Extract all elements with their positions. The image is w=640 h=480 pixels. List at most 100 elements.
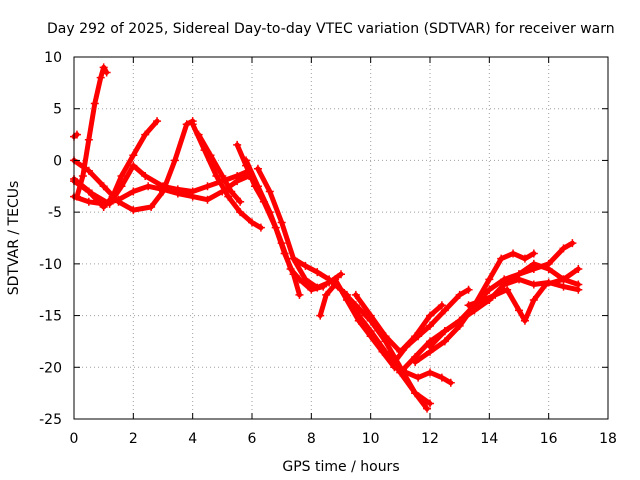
data-point bbox=[117, 171, 126, 180]
data-point bbox=[515, 275, 523, 284]
data-point bbox=[464, 301, 473, 310]
data-point bbox=[96, 73, 105, 82]
data-point bbox=[206, 151, 215, 160]
data-point bbox=[173, 189, 182, 198]
data-point bbox=[426, 368, 434, 377]
data-point bbox=[242, 156, 251, 165]
data-point bbox=[414, 332, 423, 341]
grid bbox=[74, 57, 608, 419]
data-point bbox=[559, 244, 568, 253]
data-point bbox=[289, 254, 298, 263]
data-point bbox=[301, 275, 310, 284]
data-point bbox=[188, 192, 197, 201]
data-point bbox=[479, 296, 488, 305]
data-point bbox=[529, 249, 538, 258]
data-point bbox=[381, 332, 390, 341]
data-point bbox=[236, 208, 245, 217]
data-point bbox=[464, 285, 473, 294]
data-point bbox=[265, 208, 274, 217]
data-point bbox=[99, 182, 108, 191]
data-point bbox=[307, 285, 316, 294]
data-point bbox=[366, 332, 375, 341]
data-point bbox=[423, 404, 432, 413]
data-point bbox=[426, 399, 434, 408]
y-tick-label: -5 bbox=[48, 205, 62, 221]
x-tick-label: 16 bbox=[540, 431, 558, 447]
data-point bbox=[102, 68, 111, 77]
data-point bbox=[144, 182, 153, 191]
data-point bbox=[520, 316, 529, 325]
x-tick-label: 14 bbox=[480, 431, 498, 447]
data-point bbox=[402, 342, 411, 351]
data-point bbox=[90, 99, 99, 108]
data-point bbox=[84, 166, 93, 175]
data-point bbox=[559, 282, 568, 291]
data-point bbox=[390, 358, 399, 367]
x-tick-label: 0 bbox=[70, 431, 79, 447]
y-axis-label: SDTVAR / TECUs bbox=[6, 181, 22, 296]
data-point bbox=[141, 130, 150, 139]
y-tick-label: 5 bbox=[53, 102, 62, 118]
data-point bbox=[411, 358, 420, 367]
data-point bbox=[426, 311, 434, 320]
data-point bbox=[437, 373, 446, 382]
data-point bbox=[256, 223, 265, 232]
y-tick-label: 0 bbox=[53, 153, 62, 169]
data-point bbox=[203, 195, 212, 204]
data-point bbox=[529, 259, 538, 268]
data-point bbox=[78, 171, 87, 180]
data-point bbox=[253, 164, 262, 173]
x-tick-label: 12 bbox=[421, 431, 439, 447]
series-track-11 bbox=[255, 166, 344, 291]
data-point bbox=[99, 63, 108, 72]
data-point bbox=[568, 239, 577, 248]
data-point bbox=[233, 140, 242, 149]
data-point bbox=[509, 249, 518, 258]
data-point bbox=[295, 290, 304, 299]
y-tick-label: 10 bbox=[44, 50, 62, 66]
data-point bbox=[574, 265, 583, 274]
data-point bbox=[141, 171, 150, 180]
data-point bbox=[129, 151, 138, 160]
data-point bbox=[194, 130, 203, 139]
data-point bbox=[337, 270, 345, 279]
series-track-10 bbox=[243, 157, 326, 293]
data-point bbox=[497, 254, 506, 263]
data-point bbox=[99, 199, 108, 208]
data-point bbox=[426, 321, 434, 330]
y-tick-label: -10 bbox=[39, 257, 62, 273]
data-point bbox=[236, 197, 245, 206]
data-point bbox=[301, 261, 310, 270]
data-point bbox=[378, 347, 387, 356]
data-point bbox=[485, 275, 494, 284]
data-point bbox=[129, 206, 138, 215]
y-tick-label: -15 bbox=[39, 309, 62, 325]
data-point bbox=[224, 192, 233, 201]
data-point bbox=[485, 285, 494, 294]
data-point bbox=[114, 195, 123, 204]
data-point bbox=[574, 285, 583, 294]
x-tick-label: 6 bbox=[248, 431, 257, 447]
data-point bbox=[455, 290, 464, 299]
data-point bbox=[411, 389, 420, 398]
data-point bbox=[396, 368, 405, 377]
series-track-4 bbox=[71, 118, 196, 213]
data-point bbox=[426, 342, 434, 351]
data-point bbox=[153, 117, 162, 126]
data-point bbox=[529, 296, 538, 305]
data-point bbox=[455, 316, 464, 325]
data-point bbox=[414, 373, 423, 382]
data-point bbox=[342, 296, 351, 305]
data-point bbox=[366, 311, 375, 320]
data-point bbox=[253, 182, 262, 191]
data-point bbox=[233, 177, 242, 186]
data-point bbox=[313, 283, 322, 292]
data-point bbox=[331, 275, 340, 284]
plot-frame bbox=[73, 56, 609, 420]
series-track-13 bbox=[317, 282, 430, 412]
y-tick-label: -20 bbox=[39, 360, 62, 376]
data-point bbox=[286, 265, 295, 274]
x-axis-label: GPS time / hours bbox=[282, 459, 399, 475]
